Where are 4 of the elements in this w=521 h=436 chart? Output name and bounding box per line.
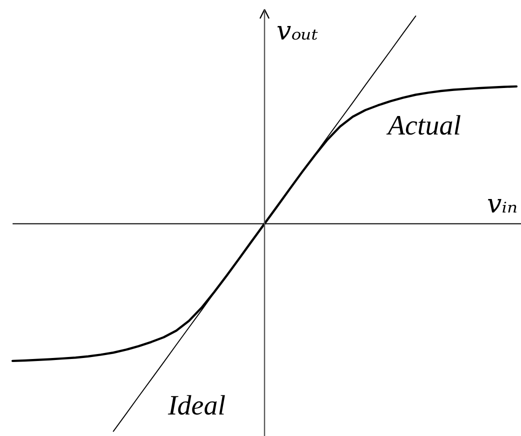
- y-axis-title: vₒᵤₜ: [276, 16, 319, 46]
- series-label: Ideal: [166, 390, 226, 422]
- x-axis-title: vᵢₙ: [487, 190, 518, 220]
- series-label: Actual: [386, 110, 462, 142]
